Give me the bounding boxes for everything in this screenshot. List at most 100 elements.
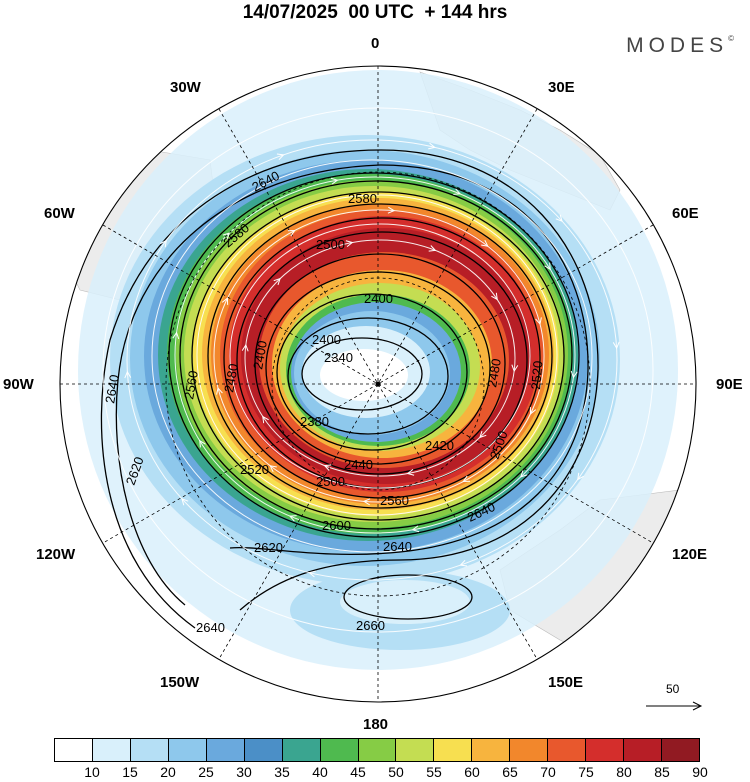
streamline-arrowhead: [481, 239, 489, 247]
streamline-arrowhead: [241, 343, 249, 352]
meridian-30e-150w: [218, 108, 538, 660]
colorbar-segment: [320, 739, 359, 761]
streamline-arrowhead: [519, 470, 528, 478]
colorbar-tick-label: 60: [464, 764, 480, 780]
streamline-arrowhead: [276, 153, 285, 161]
streamline-arrowhead: [181, 498, 189, 506]
lon-label-150w: 150W: [160, 674, 200, 691]
colorbar-segment: [168, 739, 207, 761]
contour-label-2560: 2560: [380, 493, 409, 508]
lon-label-60w: 60W: [44, 205, 75, 222]
lon-label-60e: 60E: [672, 205, 699, 222]
streamline-arrowhead: [387, 206, 396, 214]
colorbar-segment: [662, 739, 699, 761]
colorbar-tick-label: 10: [84, 764, 100, 780]
streamline: [174, 176, 576, 534]
contour-label-2560: 2560: [181, 369, 201, 400]
contour-2520: [207, 203, 553, 509]
south-pole-marker: [375, 381, 381, 387]
lon-label-180: 180: [363, 716, 389, 733]
contour-label-2420: 2420: [425, 438, 454, 453]
streamline-arrowhead: [529, 407, 537, 415]
contour-label-2500: 2500: [316, 237, 345, 252]
streamline-arrowhead: [273, 277, 281, 286]
contour-label-2480: 2480: [484, 357, 504, 388]
contour-2580: [179, 180, 573, 530]
colorbar-tick-label: 35: [274, 764, 290, 780]
lon-label-150e: 150E: [548, 674, 584, 691]
colorbar-tick-label: 85: [654, 764, 670, 780]
streamline: [196, 194, 558, 516]
lon-label-30w: 30W: [170, 79, 201, 96]
streamline-arrowhead: [612, 341, 620, 350]
wind-band-south-10: [340, 580, 470, 624]
contour-label-2400: 2400: [364, 291, 393, 306]
streamline: [126, 139, 618, 581]
colorbar-segment: [358, 739, 397, 761]
colorbar-segment: [92, 739, 131, 761]
streamline-arrowhead: [535, 317, 542, 326]
colorbar-segment: [206, 739, 245, 761]
wind-speed-colorbar: [54, 738, 700, 762]
lon-label-120w: 120W: [36, 546, 76, 563]
streamline-arrowhead: [428, 245, 437, 252]
streamline-arrowhead: [453, 188, 462, 195]
contour-label-2500: 2500: [316, 474, 345, 489]
streamline-arrowhead: [570, 370, 578, 379]
streamline-arrowhead: [411, 525, 420, 533]
streamline: [213, 209, 545, 503]
contour-label-2440: 2440: [344, 457, 373, 472]
colorbar-tick-label: 65: [502, 764, 518, 780]
streamline: [229, 223, 531, 489]
streamline-arrowhead: [262, 415, 269, 424]
contour-2660: [343, 574, 473, 620]
streamline-arrowhead: [222, 232, 231, 240]
streamline-arrowhead: [459, 559, 468, 567]
map-field: [60, 70, 696, 681]
colorbar-tick-label: 25: [198, 764, 214, 780]
lon-label-90w: 90W: [3, 376, 34, 393]
colorbar-tick-label: 40: [312, 764, 328, 780]
streamline-arrows: [124, 142, 620, 578]
contour-label-2640: 2640: [102, 373, 122, 404]
lon-label-120e: 120E: [672, 546, 708, 563]
contour-label-2400: 2400: [312, 332, 341, 347]
contour-label-2640: 2640: [196, 620, 225, 635]
contour-label-2380: 2380: [300, 414, 329, 429]
map-title: 14/07/2025 00 UTC + 144 hrs: [242, 2, 508, 23]
contour-label-2340: 2340: [324, 350, 353, 365]
streamline-arrowhead: [124, 370, 132, 379]
wind-band-calm-core: [320, 349, 408, 401]
contour-2380: [287, 317, 449, 435]
colorbar-segment: [244, 739, 283, 761]
streamline-arrowhead: [287, 230, 296, 237]
contour-label-2600: 2600: [322, 518, 351, 533]
contour-label-2620: 2620: [254, 540, 283, 555]
meridian-30w-150e: [218, 108, 538, 660]
colorbar-segment: [55, 739, 93, 761]
streamline-arrowhead: [308, 570, 316, 578]
contour-2660-closed: [343, 574, 473, 620]
streamline-arrowhead: [479, 430, 487, 439]
contour-label-2480: 2480: [221, 362, 241, 393]
colorbar-segment: [434, 739, 473, 761]
streamline-arrowhead: [462, 475, 471, 482]
colorbar-segment: [282, 739, 321, 761]
colorbar-segment: [586, 739, 625, 761]
colorbar-segment: [472, 739, 511, 761]
streamline-arrowhead: [221, 297, 229, 305]
colorbar-tick-label: 80: [616, 764, 632, 780]
contour-2400: [276, 293, 468, 451]
lon-label-0: 0: [371, 35, 380, 52]
streamline: [151, 159, 593, 553]
contour-label-2520: 2520: [240, 462, 269, 477]
lon-label-90e: 90E: [716, 376, 743, 393]
map-boundary: [59, 65, 697, 703]
contour-2340: [301, 337, 423, 411]
colorbar-tick-label: 20: [160, 764, 176, 780]
contour-label-2400: 2400: [250, 339, 270, 370]
meridian-60w-120e: [102, 224, 654, 544]
colorbar-segment: [396, 739, 435, 761]
streamline-arrowhead: [491, 292, 498, 301]
